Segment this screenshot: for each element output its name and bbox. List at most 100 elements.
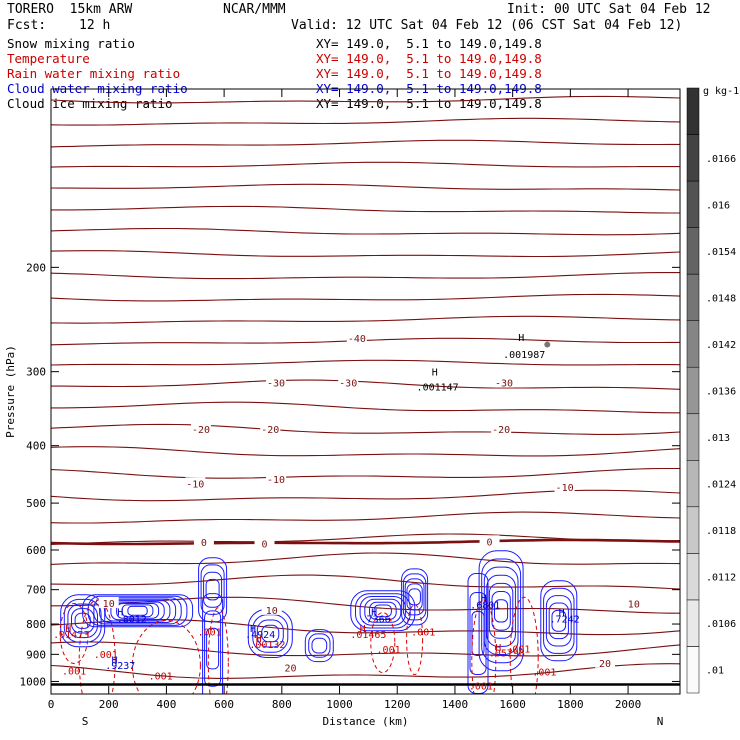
cloud-water-contour: [116, 603, 160, 619]
x-tick-label: 0: [48, 698, 55, 711]
cloud-ice-shade: [544, 341, 551, 348]
cloud-water-contour: [198, 557, 228, 623]
isotherm: [51, 511, 680, 524]
isotherm: [51, 552, 680, 565]
colorbar-segment: [686, 460, 700, 508]
extremum-label: .8012: [117, 615, 147, 626]
y-tick-label: 700: [26, 584, 46, 597]
x-axis-label: Distance (km): [322, 715, 408, 728]
cloud-water-contour: [304, 629, 334, 663]
field-xy-rain: XY= 149.0, 5.1 to 149.0,149.8: [316, 66, 542, 81]
cloud-water-contour: [406, 583, 423, 611]
extremum-label: .001: [411, 627, 435, 638]
extremum-label: H: [371, 608, 377, 619]
isotherm: [51, 205, 680, 214]
y-tick-label: 400: [26, 440, 46, 453]
isotherm: [51, 315, 680, 324]
cloud-water-contour: [359, 596, 406, 626]
plot-frame: [50, 88, 681, 695]
colorbar-segment: [686, 180, 700, 228]
cloud-water-contour: [206, 627, 220, 670]
cloud-water-contour: [491, 591, 511, 631]
temperature-label: 0: [201, 538, 207, 549]
temperature-label: -30: [495, 379, 513, 390]
y-tick-label: 500: [26, 497, 46, 510]
x-tick-label: 200: [99, 698, 119, 711]
colorbar: .01 .0106 .0112 .0118 .0124 .013 .0136 .0142 .01…: [686, 86, 739, 694]
y-tick-label: 1000: [20, 675, 47, 688]
cloud-water-contour: [71, 608, 95, 634]
cloud-water-contour: [104, 600, 171, 622]
extremum-label: .001: [198, 627, 222, 638]
field-xy-temperature: XY= 149.0, 5.1 to 149.0,149.8: [316, 51, 542, 66]
temperature-label-bg: [346, 331, 367, 343]
temperature-label: 0: [487, 537, 493, 548]
colorbar-segment: [686, 366, 700, 414]
colorbar-label: .0142: [706, 340, 736, 351]
cloud-water-contour: [74, 612, 91, 629]
temperature-label: 10: [103, 599, 115, 610]
rain-water-contour: [207, 607, 229, 694]
temperature-label: -10: [267, 475, 285, 486]
x-tick-label: 1200: [384, 698, 411, 711]
extremum-label: .01465: [350, 630, 386, 641]
colorbar-segment: [686, 87, 700, 135]
extremum-label: H: [256, 634, 262, 645]
cloud-water-contour: [60, 594, 106, 648]
isotherm: [51, 161, 680, 168]
field-xy-snow: XY= 149.0, 5.1 to 149.0,149.8: [316, 36, 542, 51]
cloud-water-contour: [551, 609, 567, 632]
isotherm: [51, 574, 680, 590]
cloud-water-contour: [469, 592, 487, 675]
temperature-label-bg: [98, 596, 119, 608]
cloud-water-contour: [82, 594, 194, 628]
contour-labels: -40 -30 -30 -30 -20 -20 -20 -10 -10 -10 0 0 0 10 10 10 2…: [53, 331, 644, 693]
x-tick-label: 1400: [442, 698, 469, 711]
colorbar-label: .0118: [706, 526, 736, 537]
cloud-water-contour: [350, 590, 416, 632]
field-name-snow: Snow mixing ratio: [7, 36, 135, 51]
colorbar-segment: [686, 553, 700, 601]
cloud-water-contour: [110, 601, 165, 621]
fcst-value: 12 h: [79, 18, 111, 33]
y-tick-label: 800: [26, 618, 46, 631]
rain-water-contour: [406, 604, 424, 676]
extremum-label: .4924: [245, 630, 275, 641]
valid-label: Valid: 12 UTC Sat 04 Feb 12 (06 CST Sat …: [291, 18, 683, 33]
cloud-water-contour: [483, 566, 519, 655]
temperature-label-bg: [266, 376, 287, 388]
cloud-water-contour: [67, 603, 99, 639]
extremum-label: .05798: [489, 648, 525, 659]
temperature-label: -40: [348, 334, 366, 345]
cloud-water-contour: [202, 593, 224, 694]
temperature-label-bg: [254, 537, 275, 549]
temperature-label-bg: [193, 536, 214, 548]
x-tick-label: 800: [272, 698, 292, 711]
colorbar-label: .0124: [706, 480, 736, 491]
isotherm: [51, 293, 680, 302]
temperature-label: -10: [556, 483, 574, 494]
cloud-water-contour: [481, 558, 522, 664]
isotherm: [51, 663, 680, 679]
colorbar-label: .0136: [706, 387, 736, 398]
temperature-label: 20: [599, 659, 611, 670]
temperature-label: -30: [267, 379, 285, 390]
temperature-label: 10: [628, 599, 640, 610]
cloud-water-contours: [60, 550, 578, 694]
extremum-label: .001: [469, 682, 493, 693]
isotherm: [51, 95, 680, 104]
cloud-water-contour: [471, 611, 485, 656]
isotherm: [51, 641, 680, 657]
cloud-water-contour: [488, 582, 514, 639]
cloud-water-contour: [203, 571, 223, 608]
x-tick-label: 1600: [499, 698, 526, 711]
rain-water-contour: [471, 599, 497, 694]
cloud-water-contour: [494, 599, 509, 623]
extremum-label: H: [432, 368, 438, 379]
y-tick-label: 300: [26, 366, 46, 379]
isotherm: [51, 489, 680, 502]
cloud-water-contour: [200, 564, 225, 615]
colorbar-segment: [686, 227, 700, 275]
colorbar-segment: [686, 646, 700, 694]
